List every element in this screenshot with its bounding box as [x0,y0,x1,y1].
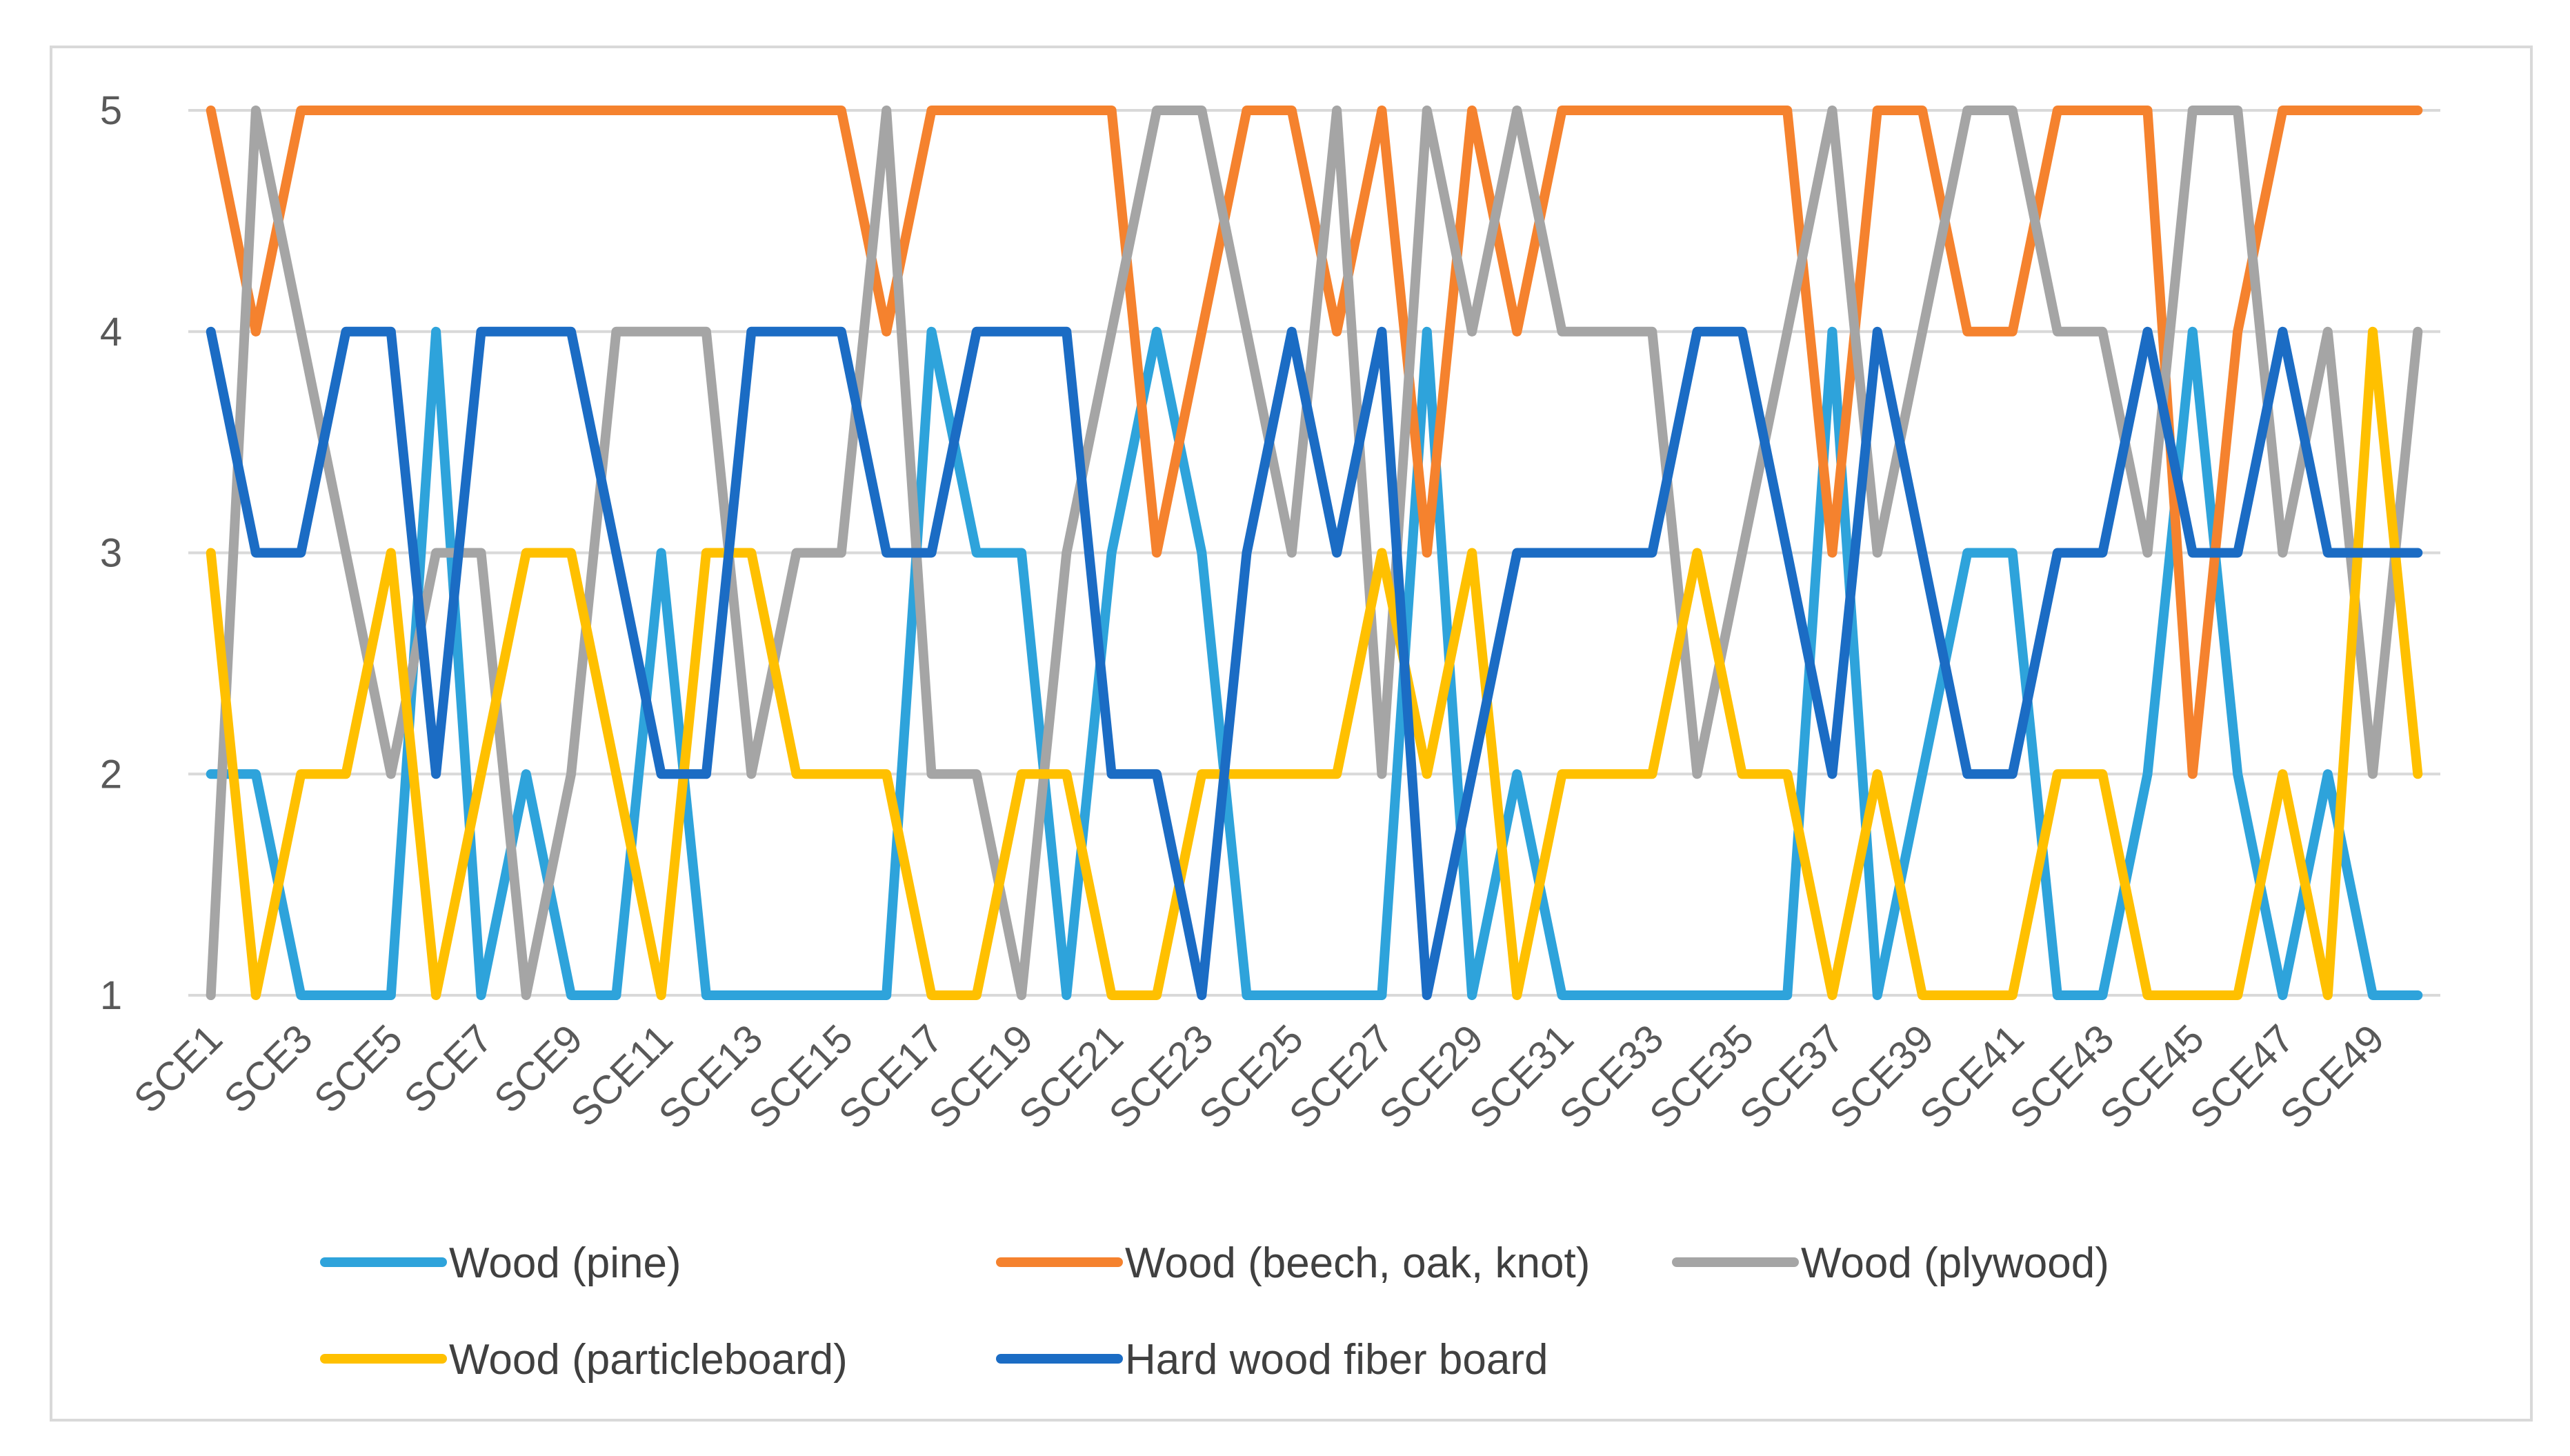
x-tick-label: SCE5 [306,1016,411,1121]
legend-label-hard-wood-fiber-board: Hard wood fiber board [1125,1336,1548,1384]
legend-label-wood-pine: Wood (pine) [449,1239,681,1287]
y-axis-ticks: 1 2 3 4 5 [100,88,122,1018]
y-tick-label: 2 [100,752,122,797]
y-tick-label: 5 [100,88,122,133]
legend-label-wood-particleboard: Wood (particleboard) [449,1336,848,1384]
y-tick-label: 4 [100,310,122,355]
series-line-hard-wood-fiber-board [206,326,2423,1000]
x-tick-label: SCE49 [2271,1016,2393,1137]
legend-label-wood-beech-oak-knot: Wood (beech, oak, knot) [1125,1239,1590,1287]
legend: Wood (pine) Wood (beech, oak, knot) Wood (… [320,1239,2109,1384]
line-chart: 1 2 3 4 5 SCE1SCE3SCE5SCE7SCE9SCE11SCE13SCE1… [100,88,2440,1384]
y-tick-label: 3 [100,531,122,576]
chart-frame: 1 2 3 4 5 SCE1 SCE3 SCE5 SCE7 SCE9 SCE11 SCE13 SCE1… [50,46,2533,1422]
x-tick-label: SCE3 [215,1016,321,1121]
series-line-wood-plywood [206,106,2423,1000]
series-lines [206,106,2423,1000]
x-axis-ticks: SCE1SCE3SCE5SCE7SCE9SCE11SCE13SCE15SCE17… [126,1016,2393,1137]
x-tick-label: SCE7 [396,1016,501,1121]
y-tick-label: 1 [100,973,122,1018]
x-tick-label: SCE1 [126,1016,231,1121]
legend-label-wood-plywood: Wood (plywood) [1801,1239,2109,1287]
series-line-wood-particleboard [206,326,2423,1000]
series-line-wood-pine [206,326,2423,1000]
series-line-wood-beech-oak-knot [206,106,2423,779]
